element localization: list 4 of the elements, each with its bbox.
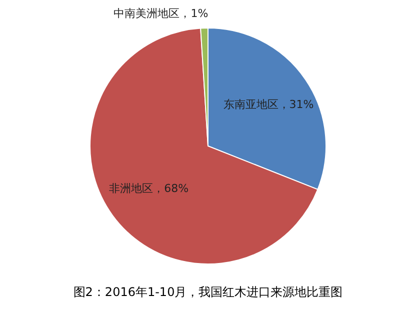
slice-label: 非洲地区，68% (109, 182, 189, 195)
slice-label: 东南亚地区，31% (223, 98, 314, 111)
text: 图2：2016年1-10月，我国红木进口来源地比重图 (73, 285, 343, 299)
slice-label: 中南美洲地区，1% (114, 7, 208, 20)
